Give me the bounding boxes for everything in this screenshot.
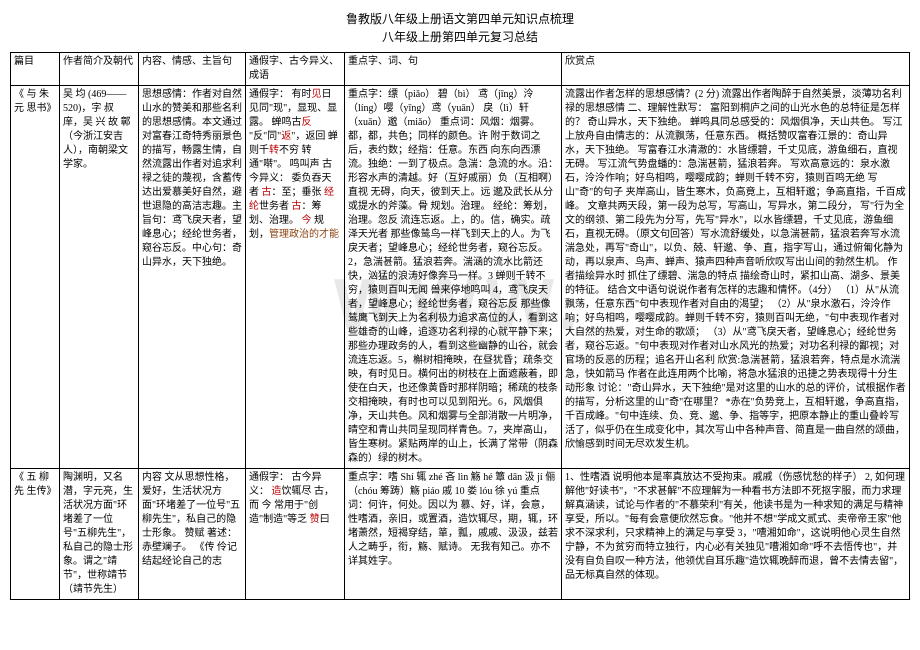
header-row: 篇目 作者简介及朝代 内容、情感、主旨句 通假字、古今异义、成语 重点字、词、句… (11, 53, 910, 86)
row1-xinshang: 流露出作者怎样的思想感情？(2 分) 流露出作者陶醉于自然美景，淡薄功名利禄的思… (562, 86, 910, 469)
row1-tongjia: 通假字： 有时见日 见同"现"，显现、显露。 蝉鸣古反 "反"同"返"，返回 蝉… (246, 86, 345, 469)
row1-title: 《 与 朱 元 思书》 (11, 86, 60, 469)
table-row: 《 五 柳 先 生传》 陶渊明，又名潜，字元亮，生活状况方面"环堵差了一位号"五… (11, 469, 910, 600)
row2-zhongdian: 重点字：嗜 Shí 辄 zhé 吝 lìn 觞 hé 簟 dān 汲 jí 俪（… (345, 469, 562, 600)
row2-tongjia: 通假字： 古今异义： 造饮辄尽 古，而 今 常用于"创造"制造"等乏 赞曰 (246, 469, 345, 600)
col-zhongdian-header: 重点字、词、句 (345, 53, 562, 86)
page-header: 鲁教版八年级上册语文第四单元知识点梳理 八年级上册第四单元复习总结 (10, 10, 910, 46)
col-content-header: 内容、情感、主旨句 (139, 53, 246, 86)
row2-title: 《 五 柳 先 生传》 (11, 469, 60, 600)
col-title-header: 篇目 (11, 53, 60, 86)
row2-content: 内容 文从思想性格，爱好，生活状况方面"环堵差了一位号"五柳先生"，私自己的隐士… (139, 469, 246, 600)
col-xinshang-header: 欣赏点 (562, 53, 910, 86)
main-table: 篇目 作者简介及朝代 内容、情感、主旨句 通假字、古今异义、成语 重点字、词、句… (10, 52, 910, 600)
title-line-2: 八年级上册第四单元复习总结 (10, 28, 910, 46)
row2-author: 陶渊明，又名潜，字元亮，生活状况方面"环堵差了一位号"五柳先生"，私自己的隐士形… (60, 469, 139, 600)
col-tongjia-header: 通假字、古今异义、成语 (246, 53, 345, 86)
row1-author: 吴 均 (469——520)，字 叔 庠，吴 兴 故 鄣（今浙江安吉人），南朝梁… (60, 86, 139, 469)
col-author-header: 作者简介及朝代 (60, 53, 139, 86)
row2-xinshang: 1、性嗜酒 说明他本是率真放达不受拘束。戚戚（伤感忧愁的样子） 2, 如何理解他… (562, 469, 910, 600)
row1-content: 思想感情：作者对自然山水的赞美和那些名利的思想感情。本文通过对富春江奇特秀丽景色… (139, 86, 246, 469)
table-row: 《 与 朱 元 思书》 吴 均 (469——520)，字 叔 庠，吴 兴 故 鄣… (11, 86, 910, 469)
row1-zhongdian: 重点字：缥（piǎo） 碧（bì） 鸢（jīng）泠（líng）嘤（yīng）鸢… (345, 86, 562, 469)
title-line-1: 鲁教版八年级上册语文第四单元知识点梳理 (10, 10, 910, 28)
